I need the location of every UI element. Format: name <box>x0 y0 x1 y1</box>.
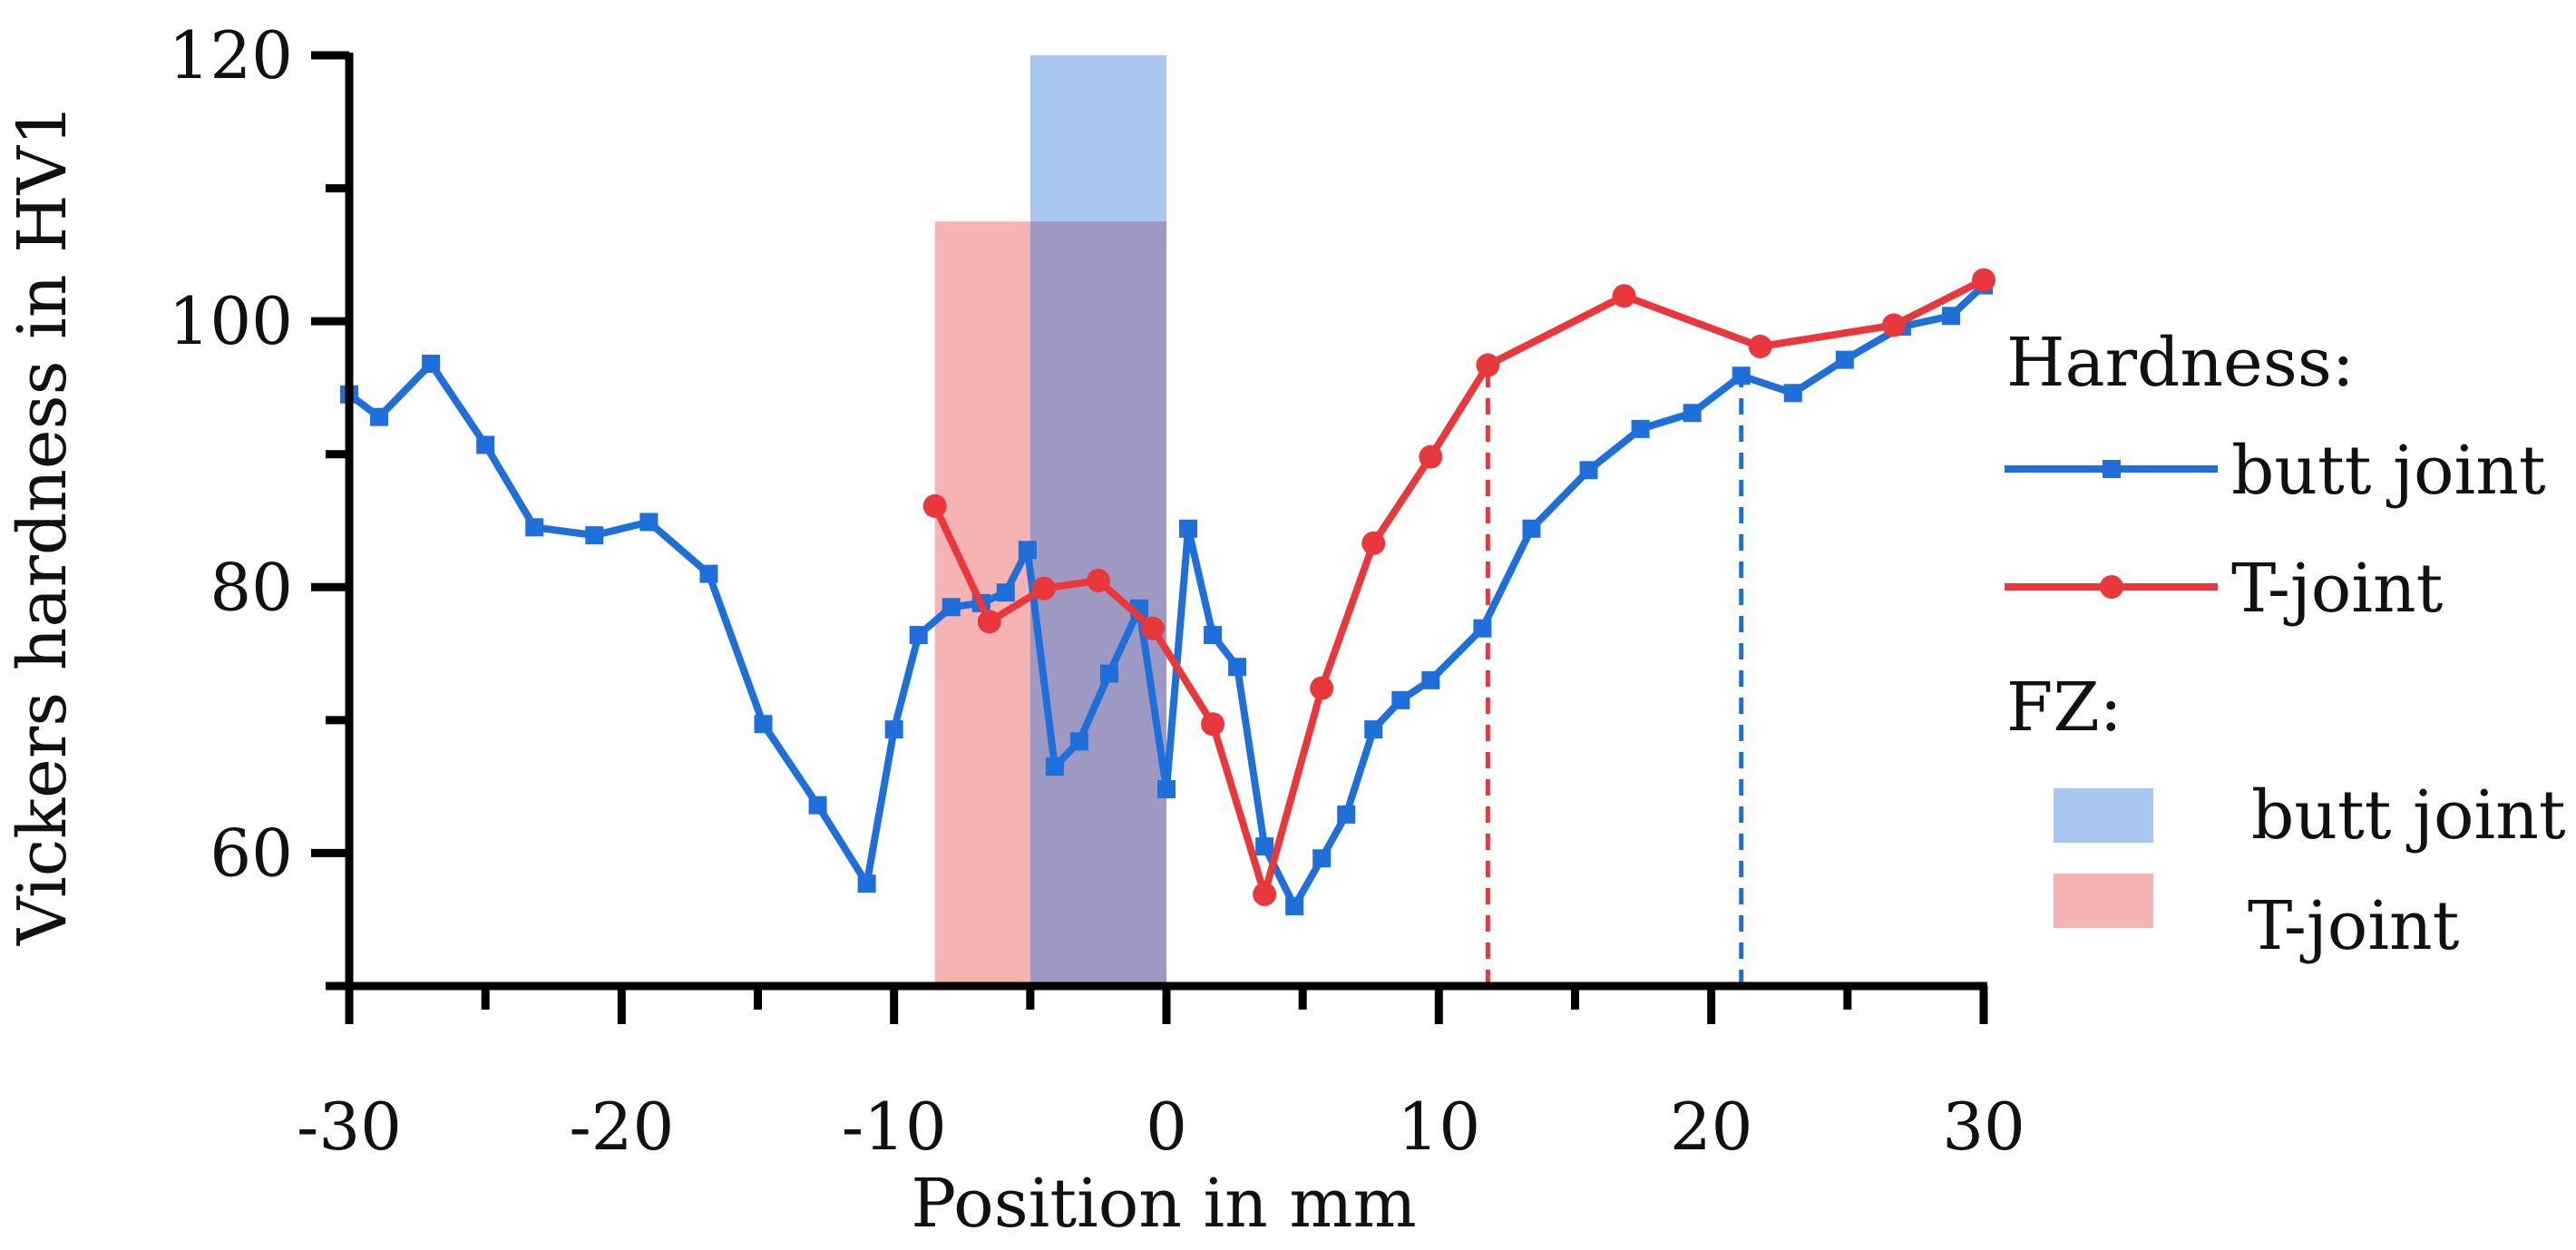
legend-butt-joint-marker <box>2103 460 2121 478</box>
data-point-butt-joint <box>884 720 903 739</box>
y-axis-label: Vickers hardness in HV1 <box>4 103 82 946</box>
data-point-butt-joint <box>1391 690 1410 709</box>
data-point-butt-joint <box>1835 350 1854 369</box>
data-point-t-joint <box>1310 676 1334 700</box>
legend: Hardness: butt joint T-joint FZ: butt jo… <box>2005 324 2566 965</box>
x-tick-label: 30 <box>1942 1089 2025 1165</box>
data-point-butt-joint <box>857 874 876 894</box>
fusion-zone-regions <box>934 55 1166 986</box>
data-point-butt-joint <box>1157 780 1176 799</box>
data-point-butt-joint <box>1364 720 1383 739</box>
y-tick-label: 80 <box>210 549 293 625</box>
data-point-butt-joint <box>1783 384 1802 403</box>
data-point-t-joint <box>1031 576 1056 601</box>
data-point-butt-joint <box>370 407 389 426</box>
legend-fz-t-joint-label: T-joint <box>2248 887 2460 965</box>
data-point-butt-joint <box>1228 658 1247 677</box>
data-point-t-joint <box>1612 284 1636 308</box>
data-point-butt-joint <box>909 626 928 645</box>
data-point-butt-joint <box>1204 626 1223 645</box>
y-tick-label: 100 <box>169 283 293 359</box>
data-point-butt-joint <box>422 355 441 374</box>
data-point-butt-joint <box>942 598 961 617</box>
data-point-t-joint <box>1419 444 1443 469</box>
data-point-t-joint <box>1972 268 1995 292</box>
data-point-butt-joint <box>639 513 659 532</box>
legend-t-joint-label: T-joint <box>2231 550 2444 628</box>
data-point-butt-joint <box>1099 664 1118 683</box>
data-point-butt-joint <box>1018 541 1037 560</box>
x-axis-label: Position in mm <box>911 1165 1416 1243</box>
data-point-butt-joint <box>699 564 718 583</box>
axes <box>311 51 1988 1024</box>
x-tick-label: 10 <box>1398 1089 1481 1165</box>
y-tick-label: 120 <box>169 17 293 93</box>
data-point-butt-joint <box>1312 849 1332 868</box>
legend-t-joint-marker <box>2100 575 2123 599</box>
data-point-t-joint <box>1253 882 1277 906</box>
data-point-t-joint <box>1476 353 1500 377</box>
data-point-butt-joint <box>1069 732 1088 751</box>
x-tick-label: 0 <box>1146 1089 1187 1165</box>
data-point-butt-joint <box>1045 757 1064 776</box>
legend-fz-title: FZ: <box>2006 669 2122 747</box>
data-point-butt-joint <box>1179 519 1198 538</box>
data-point-butt-joint <box>1941 307 1960 326</box>
data-point-butt-joint <box>1285 897 1304 916</box>
data-point-butt-joint <box>808 796 827 815</box>
data-point-t-joint <box>1881 313 1906 337</box>
x-tick-label: -10 <box>842 1089 947 1165</box>
legend-hardness-title: Hardness: <box>2006 324 2355 402</box>
data-point-butt-joint <box>1732 366 1751 386</box>
data-point-butt-joint <box>1473 619 1492 638</box>
data-point-butt-joint <box>1255 837 1274 856</box>
y-tick-label: 60 <box>210 815 293 891</box>
data-point-butt-joint <box>1631 419 1650 438</box>
data-point-butt-joint <box>1421 670 1440 689</box>
data-series <box>340 268 1995 916</box>
data-point-t-joint <box>1086 568 1110 592</box>
data-point-butt-joint <box>476 435 495 454</box>
legend-butt-joint-label: butt joint <box>2231 432 2546 510</box>
legend-fz-butt-joint-swatch <box>2054 788 2153 843</box>
data-point-t-joint <box>922 493 947 518</box>
data-point-butt-joint <box>996 583 1015 602</box>
data-point-butt-joint <box>1683 404 1702 423</box>
legend-fz-butt-joint-label: butt joint <box>2251 776 2566 854</box>
data-point-butt-joint <box>754 715 773 734</box>
tick-labels: -30 -20 -10 0 10 20 30 60 80 100 120 <box>169 17 2025 1165</box>
x-tick-label: -20 <box>569 1089 674 1165</box>
data-point-butt-joint <box>1337 805 1356 824</box>
data-point-butt-joint <box>1579 461 1598 480</box>
data-point-butt-joint <box>1522 519 1541 538</box>
data-point-t-joint <box>1748 334 1772 358</box>
data-point-butt-joint <box>585 526 604 545</box>
data-point-t-joint <box>1140 616 1165 640</box>
legend-fz-t-joint-swatch <box>2054 874 2153 928</box>
data-point-t-joint <box>977 610 1001 634</box>
x-tick-label: 20 <box>1670 1089 1753 1165</box>
reference-lines <box>1485 365 1744 986</box>
data-point-t-joint <box>1201 712 1225 737</box>
data-point-butt-joint <box>525 518 544 537</box>
data-point-t-joint <box>1361 531 1386 555</box>
x-tick-label: -30 <box>297 1089 402 1165</box>
